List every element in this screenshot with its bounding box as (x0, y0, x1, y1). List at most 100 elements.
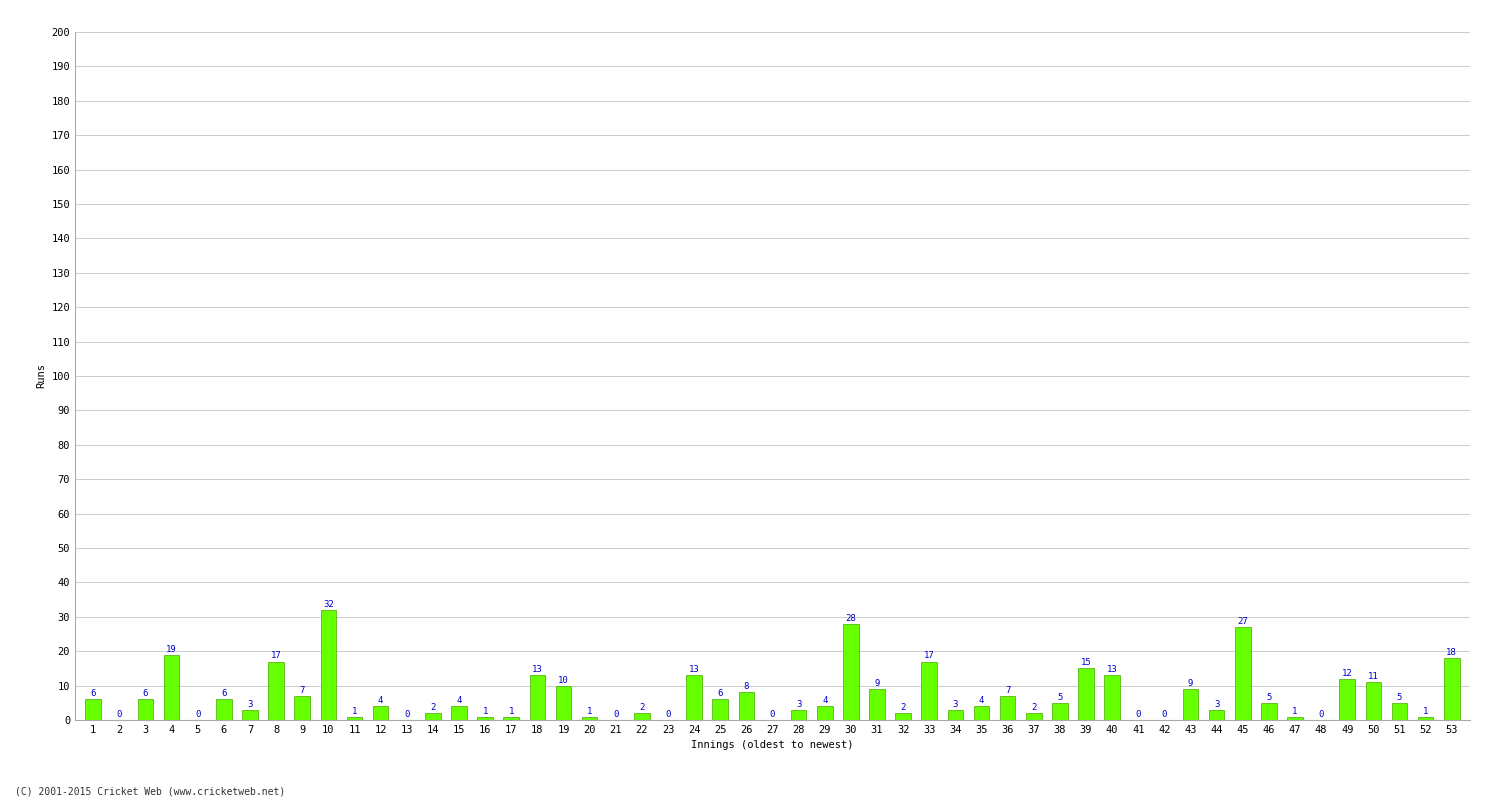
Text: 0: 0 (117, 710, 122, 719)
Bar (1444, 658, 1460, 720)
Bar (1052, 702, 1068, 720)
Text: 13: 13 (532, 666, 543, 674)
Text: 9: 9 (1188, 679, 1192, 688)
Bar (477, 717, 494, 720)
Text: (C) 2001-2015 Cricket Web (www.cricketweb.net): (C) 2001-2015 Cricket Web (www.cricketwe… (15, 786, 285, 796)
Bar (242, 710, 258, 720)
Bar (530, 675, 544, 720)
Bar (1182, 689, 1198, 720)
Text: 5: 5 (1058, 693, 1062, 702)
Text: 5: 5 (1266, 693, 1272, 702)
Bar (1340, 678, 1354, 720)
Text: 1: 1 (509, 706, 515, 715)
Bar (582, 717, 597, 720)
Bar (138, 699, 153, 720)
Bar (1262, 702, 1276, 720)
Text: 27: 27 (1238, 617, 1248, 626)
Bar (948, 710, 963, 720)
Text: 6: 6 (142, 690, 148, 698)
Bar (216, 699, 231, 720)
Text: 8: 8 (744, 682, 748, 691)
Bar (634, 713, 650, 720)
Text: 0: 0 (666, 710, 670, 719)
Text: 6: 6 (220, 690, 226, 698)
Text: 10: 10 (558, 675, 568, 685)
Bar (1365, 682, 1382, 720)
Bar (687, 675, 702, 720)
Text: 0: 0 (1161, 710, 1167, 719)
Bar (818, 706, 833, 720)
Text: 13: 13 (1107, 666, 1118, 674)
Text: 4: 4 (980, 696, 984, 706)
Text: 0: 0 (1318, 710, 1324, 719)
Text: 0: 0 (770, 710, 776, 719)
Bar (1000, 696, 1016, 720)
X-axis label: Innings (oldest to newest): Innings (oldest to newest) (692, 741, 853, 750)
Text: 17: 17 (924, 651, 934, 661)
Text: 3: 3 (952, 700, 958, 709)
Text: 12: 12 (1342, 669, 1353, 678)
Text: 4: 4 (456, 696, 462, 706)
Bar (896, 713, 910, 720)
Text: 0: 0 (404, 710, 410, 719)
Text: 3: 3 (796, 700, 801, 709)
Text: 32: 32 (322, 600, 334, 609)
Text: 6: 6 (90, 690, 96, 698)
Bar (1234, 627, 1251, 720)
Text: 1: 1 (586, 706, 592, 715)
Text: 0: 0 (1136, 710, 1142, 719)
Text: 3: 3 (248, 700, 252, 709)
Text: 3: 3 (1214, 700, 1219, 709)
Bar (790, 710, 807, 720)
Text: 4: 4 (822, 696, 828, 706)
Bar (164, 654, 180, 720)
Text: 15: 15 (1080, 658, 1092, 667)
Bar (504, 717, 519, 720)
Bar (974, 706, 990, 720)
Text: 2: 2 (430, 703, 435, 712)
Text: 4: 4 (378, 696, 384, 706)
Bar (294, 696, 310, 720)
Text: 1: 1 (1424, 706, 1428, 715)
Text: 2: 2 (639, 703, 645, 712)
Bar (1418, 717, 1434, 720)
Text: 19: 19 (166, 645, 177, 654)
Bar (1209, 710, 1224, 720)
Text: 1: 1 (352, 706, 357, 715)
Bar (1026, 713, 1041, 720)
Text: 7: 7 (300, 686, 304, 695)
Bar (1078, 669, 1094, 720)
Text: 7: 7 (1005, 686, 1011, 695)
Bar (843, 624, 858, 720)
Text: 17: 17 (272, 651, 282, 661)
Text: 0: 0 (614, 710, 618, 719)
Bar (424, 713, 441, 720)
Y-axis label: Runs: Runs (36, 363, 46, 389)
Text: 5: 5 (1396, 693, 1402, 702)
Bar (374, 706, 388, 720)
Bar (921, 662, 938, 720)
Bar (1287, 717, 1304, 720)
Text: 1: 1 (1293, 706, 1298, 715)
Bar (268, 662, 284, 720)
Bar (346, 717, 363, 720)
Bar (712, 699, 728, 720)
Text: 2: 2 (900, 703, 906, 712)
Text: 11: 11 (1368, 672, 1378, 681)
Bar (452, 706, 466, 720)
Text: 6: 6 (717, 690, 723, 698)
Bar (86, 699, 100, 720)
Text: 9: 9 (874, 679, 879, 688)
Text: 28: 28 (846, 614, 856, 622)
Bar (868, 689, 885, 720)
Text: 0: 0 (195, 710, 201, 719)
Text: 18: 18 (1446, 648, 1456, 657)
Text: 2: 2 (1030, 703, 1036, 712)
Text: 13: 13 (688, 666, 699, 674)
Text: 1: 1 (483, 706, 488, 715)
Bar (1392, 702, 1407, 720)
Bar (321, 610, 336, 720)
Bar (1104, 675, 1120, 720)
Bar (738, 693, 754, 720)
Bar (555, 686, 572, 720)
